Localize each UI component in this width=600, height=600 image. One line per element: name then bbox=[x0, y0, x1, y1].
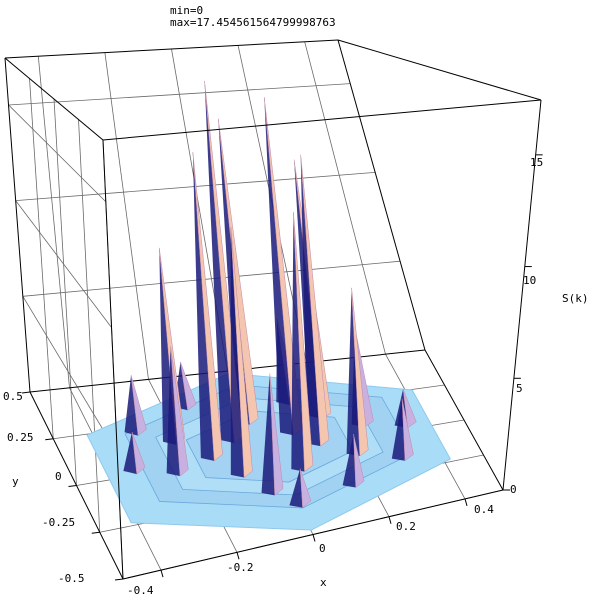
surface-peak bbox=[293, 212, 314, 473]
z-tick-label: 10 bbox=[523, 274, 536, 287]
x-tick bbox=[312, 534, 316, 542]
surface-peak bbox=[166, 346, 180, 477]
grid-line bbox=[8, 83, 351, 106]
surface-peak bbox=[124, 375, 139, 436]
tick-marks bbox=[21, 154, 543, 581]
x-tick bbox=[160, 569, 164, 578]
z-axis-label: S(k) bbox=[562, 292, 589, 305]
grid-line bbox=[29, 78, 54, 439]
box-edge bbox=[337, 39, 426, 351]
surface-peak bbox=[261, 373, 275, 496]
y-tick bbox=[21, 391, 31, 394]
box-edge bbox=[4, 57, 104, 141]
y-tick-label: 0 bbox=[55, 470, 62, 483]
y-tick bbox=[114, 578, 124, 581]
y-tick bbox=[45, 438, 54, 441]
surface-peak bbox=[299, 468, 312, 509]
surface-peak bbox=[230, 226, 253, 479]
grid-line bbox=[22, 296, 118, 454]
grid-line bbox=[104, 52, 149, 380]
surface bbox=[86, 81, 452, 531]
grid-line bbox=[8, 104, 107, 203]
box-edge bbox=[4, 57, 31, 393]
grid-line bbox=[15, 200, 112, 328]
min-label: min=0 bbox=[170, 4, 203, 17]
surface-peak bbox=[351, 287, 369, 457]
box-edge bbox=[102, 139, 124, 580]
x-tick-label: 0.4 bbox=[474, 503, 494, 516]
surface-peak bbox=[269, 373, 284, 496]
box-edge bbox=[502, 99, 542, 491]
grid-line bbox=[304, 41, 386, 355]
surface-peak bbox=[346, 287, 360, 457]
x-tick bbox=[464, 498, 468, 507]
surface-peak bbox=[170, 346, 189, 477]
x-tick bbox=[236, 552, 240, 560]
surface-peak bbox=[123, 432, 137, 475]
surface-peak bbox=[131, 431, 146, 475]
surface-peak bbox=[402, 389, 417, 429]
surface-peak bbox=[300, 154, 330, 447]
surface-peak bbox=[391, 398, 405, 461]
z-tick-label: 5 bbox=[516, 382, 523, 395]
y-tick-label: 0.25 bbox=[7, 431, 34, 444]
x-tick-label: 0.2 bbox=[396, 520, 416, 533]
grid-line bbox=[78, 119, 101, 533]
z-tick-label: 15 bbox=[530, 156, 543, 169]
z-tick-label: 0 bbox=[510, 483, 517, 496]
box-edge bbox=[337, 39, 542, 101]
surface-peak bbox=[130, 375, 147, 437]
surface-peak bbox=[342, 434, 356, 488]
y-tick-label: -0.25 bbox=[42, 516, 75, 529]
max-label: max=17.454561564799998763 bbox=[170, 16, 336, 29]
y-tick-label: 0.5 bbox=[3, 390, 23, 403]
box-edge bbox=[102, 99, 542, 141]
box-edge bbox=[4, 39, 339, 59]
grid-line bbox=[37, 56, 70, 388]
surface-peak bbox=[291, 212, 305, 472]
y-tick bbox=[68, 485, 77, 487]
surface-peak bbox=[401, 398, 414, 462]
x-tick-label: 0 bbox=[319, 542, 326, 555]
y-axis-label: y bbox=[12, 475, 19, 488]
surface-peak bbox=[192, 152, 223, 462]
surface-peak bbox=[353, 434, 365, 489]
y-tick bbox=[91, 531, 100, 534]
surface-peak bbox=[289, 468, 303, 508]
x-axis-label: x bbox=[320, 576, 327, 589]
y-tick-label: -0.5 bbox=[58, 572, 85, 585]
box-edge bbox=[424, 349, 504, 491]
x-tick-label: -0.4 bbox=[127, 584, 154, 597]
surface-peak bbox=[180, 361, 197, 411]
grid-line bbox=[22, 260, 401, 297]
x-tick bbox=[388, 516, 392, 524]
x-tick-label: -0.2 bbox=[227, 561, 254, 574]
